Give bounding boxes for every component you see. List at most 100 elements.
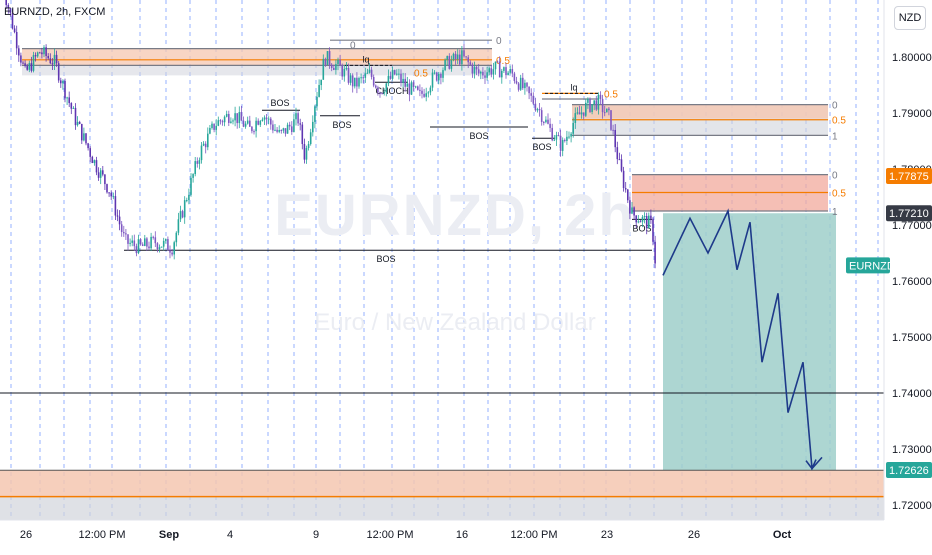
candle <box>438 72 440 85</box>
candle-body <box>343 68 346 77</box>
candle <box>24 60 26 68</box>
candle-body <box>412 82 415 87</box>
candle-body <box>492 69 495 75</box>
candle-body <box>39 52 41 54</box>
candle <box>452 52 455 62</box>
candle <box>116 209 119 222</box>
candle <box>175 231 178 247</box>
candle <box>633 206 635 220</box>
candle <box>158 244 161 253</box>
candle-body <box>498 61 501 78</box>
candles <box>5 0 656 269</box>
candle-body <box>131 240 133 243</box>
candle <box>179 205 182 223</box>
candle-body <box>312 121 314 133</box>
candle-body <box>34 55 37 57</box>
candle <box>511 64 514 78</box>
candle-body <box>301 124 304 145</box>
candle <box>45 44 47 62</box>
candle <box>91 155 94 164</box>
candle-body <box>496 61 499 63</box>
candle-body <box>372 76 375 86</box>
candle-body <box>183 200 186 218</box>
candle-body <box>267 118 270 120</box>
candle-body <box>450 59 453 69</box>
candle-body <box>213 123 215 130</box>
candle <box>545 116 547 124</box>
candle <box>572 117 574 138</box>
candle-body <box>381 93 383 95</box>
candle-body <box>530 93 532 96</box>
candle-body <box>652 218 654 242</box>
candle-body <box>202 143 205 146</box>
candle-body <box>509 69 511 73</box>
candle <box>97 167 100 181</box>
currency-selector[interactable]: NZD <box>894 6 926 30</box>
candle-body <box>461 50 463 65</box>
candle-body <box>364 73 367 78</box>
bos-label: BOS <box>532 142 551 152</box>
chart-title: EURNZD, 2h, FXCM <box>4 6 105 18</box>
candle-body <box>286 124 289 134</box>
supply-zone-upper <box>572 104 828 119</box>
candle <box>568 131 570 140</box>
price-tag-label: 1.77875 <box>889 171 929 183</box>
candle <box>15 25 18 55</box>
candle-body <box>446 56 448 60</box>
candle-body <box>144 238 146 246</box>
candle <box>307 141 310 151</box>
candle-body <box>11 13 14 29</box>
candle <box>85 133 87 146</box>
candle-body <box>400 73 402 83</box>
candle <box>9 7 12 17</box>
candle <box>559 129 562 157</box>
candle-body <box>391 70 394 79</box>
candle <box>146 237 148 251</box>
candle-body <box>467 57 469 63</box>
candle <box>314 104 316 129</box>
candle-body <box>68 97 70 104</box>
candle-body <box>454 53 457 60</box>
candle <box>444 58 446 72</box>
y-tick-label: 1.72000 <box>892 500 932 512</box>
x-tick-label: 26 <box>688 529 700 541</box>
candle-body <box>616 147 619 160</box>
y-tick-label: 1.75000 <box>892 332 932 344</box>
candle <box>148 241 150 251</box>
candle-body <box>179 211 182 220</box>
candle-body <box>322 58 325 80</box>
candle <box>543 121 545 126</box>
candle-body <box>57 63 60 81</box>
candle <box>261 117 264 122</box>
candle <box>566 130 568 146</box>
candle-body <box>146 238 148 247</box>
candle <box>587 97 589 109</box>
candle-body <box>354 77 356 87</box>
candle <box>20 52 22 67</box>
candle-body <box>360 77 362 79</box>
candle <box>62 79 64 90</box>
candle-body <box>536 109 539 111</box>
candle <box>330 63 333 72</box>
candle <box>286 122 289 134</box>
candle-body <box>104 174 106 185</box>
candle-body <box>165 239 167 241</box>
fib-label-05: 0.5 <box>832 116 846 127</box>
watermark-description: Euro / New Zealand Dollar <box>314 309 595 336</box>
candle <box>421 87 423 99</box>
candle-body <box>15 32 18 49</box>
candle-body <box>551 127 553 141</box>
candle-body <box>112 196 115 198</box>
candle <box>244 121 247 129</box>
candle-body <box>89 148 91 157</box>
candle <box>196 157 199 168</box>
candle-body <box>295 113 297 120</box>
candle-body <box>540 110 543 123</box>
y-tick-label: 1.74000 <box>892 388 932 400</box>
candle-body <box>385 83 388 93</box>
candle <box>76 116 79 127</box>
candle-body <box>396 73 398 75</box>
candle <box>477 63 480 77</box>
